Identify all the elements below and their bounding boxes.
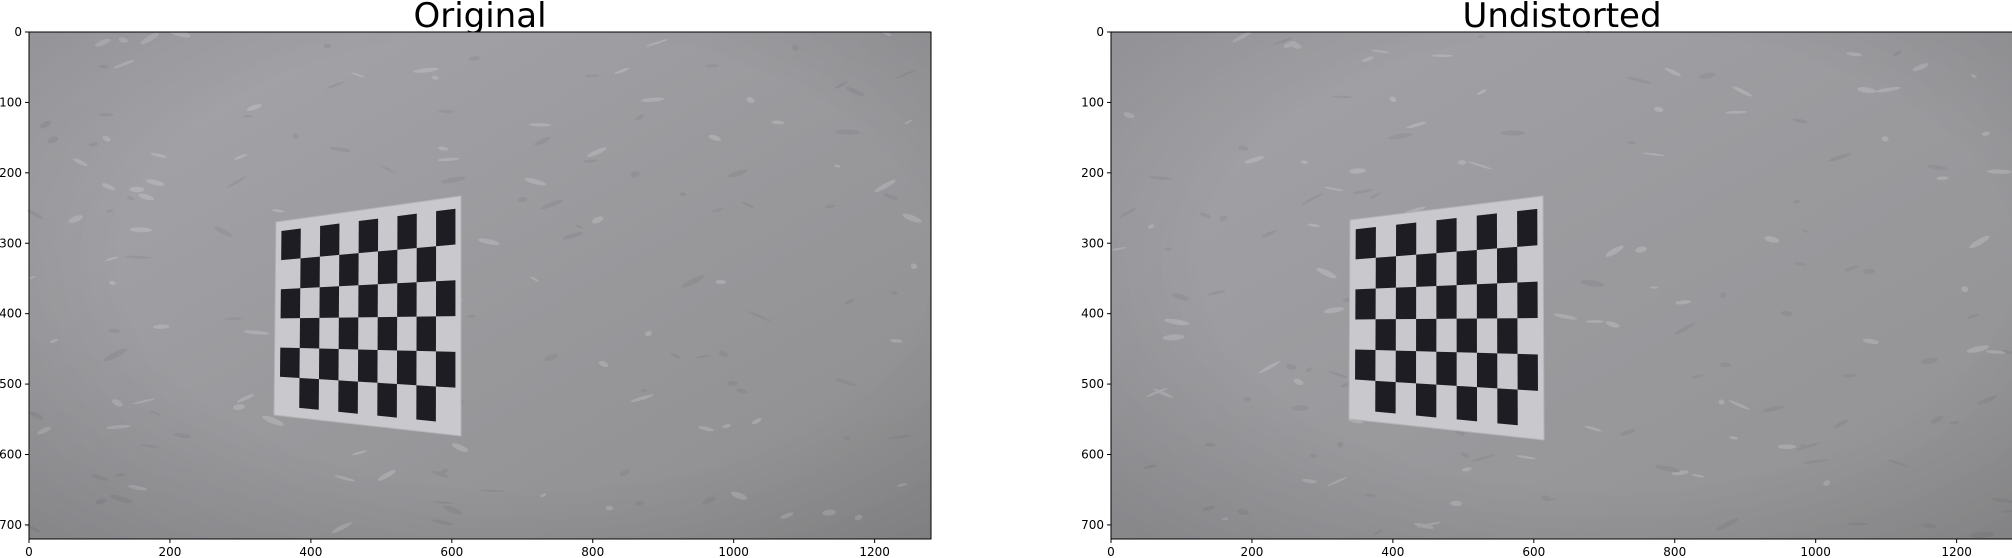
checker-square xyxy=(319,223,340,257)
panel-title: Original xyxy=(413,0,547,36)
checker-square xyxy=(1395,350,1417,384)
checker-square xyxy=(281,228,301,261)
panel-original: Original 0 200 400 600 800 1000 1200 0 100 200 300… xyxy=(0,0,960,558)
checker-square xyxy=(1456,318,1477,353)
checker-square xyxy=(416,316,436,352)
checker-square xyxy=(416,385,436,422)
y-tick-label: 700 xyxy=(0,518,22,532)
x-tick-label: 0 xyxy=(1107,545,1115,558)
checker-square xyxy=(1497,388,1518,426)
x-tick-label: 1000 xyxy=(718,545,749,558)
x-tick-label: 200 xyxy=(1240,545,1263,558)
y-tick-label: 600 xyxy=(0,448,22,462)
checker-square xyxy=(299,317,320,349)
checker-square xyxy=(300,256,320,289)
checker-square xyxy=(1375,380,1396,414)
y-tick-label: 0 xyxy=(1096,25,1104,39)
checker-square xyxy=(1456,249,1477,286)
checker-square xyxy=(1375,256,1397,289)
checker-square xyxy=(1436,285,1457,319)
x-tick-label: 1200 xyxy=(859,545,890,558)
checker-square xyxy=(319,286,340,318)
checker-square xyxy=(1476,213,1497,250)
axes-frame xyxy=(28,31,932,540)
checker-square xyxy=(358,218,379,254)
checker-square xyxy=(1456,385,1478,422)
checker-square xyxy=(1395,286,1417,320)
y-tick-label: 100 xyxy=(1081,95,1104,109)
x-tick-label: 200 xyxy=(158,545,181,558)
checker-square xyxy=(1436,351,1457,386)
panel-undistorted: Undistorted 0 200 400 600 800 1000 1200 0 100 200… xyxy=(1080,0,2012,558)
checker-square xyxy=(377,316,398,351)
x-tick-label: 0 xyxy=(25,545,33,558)
checker-square xyxy=(377,382,397,418)
checker-square xyxy=(357,349,378,383)
x-tick-label: 400 xyxy=(299,545,322,558)
checker-square xyxy=(1476,283,1498,319)
checker-square xyxy=(396,350,417,386)
x-tick-label: 800 xyxy=(581,545,604,558)
checker-square xyxy=(377,249,398,285)
checker-square xyxy=(1355,349,1376,381)
checker-square xyxy=(299,377,319,410)
checker-square xyxy=(279,347,300,378)
checker-square xyxy=(435,351,456,388)
y-tick-label: 600 xyxy=(1081,448,1104,462)
y-tick-label: 500 xyxy=(0,377,22,391)
y-tick-label: 700 xyxy=(1081,518,1104,532)
y-tick-label: 300 xyxy=(0,236,22,250)
y-tick-label: 200 xyxy=(1081,166,1104,180)
image-axes-original: 0 200 400 600 800 1000 1200 0 100 200 300 400 500 600… xyxy=(0,25,932,558)
checker-square xyxy=(397,213,417,250)
y-tick-label: 400 xyxy=(1081,307,1104,321)
y-tick-label: 500 xyxy=(1081,377,1104,391)
checker-square xyxy=(1375,319,1396,351)
checker-square xyxy=(436,208,456,247)
checker-square xyxy=(416,246,437,283)
checker-square xyxy=(338,317,359,350)
checker-square xyxy=(280,288,301,319)
checker-square xyxy=(1497,318,1518,354)
checker-square xyxy=(358,284,378,318)
checker-square xyxy=(1416,253,1437,287)
checker-square xyxy=(1436,217,1457,254)
checker-square xyxy=(397,282,417,317)
checkerboard-target xyxy=(1348,195,1545,441)
vignette xyxy=(1111,32,2012,539)
x-tick-label: 800 xyxy=(1663,545,1686,558)
x-tick-label: 600 xyxy=(440,545,463,558)
y-tick-label: 0 xyxy=(14,25,22,39)
x-tick-label: 400 xyxy=(1381,545,1404,558)
y-tick-label: 100 xyxy=(0,95,22,109)
y-tick-label: 200 xyxy=(0,166,22,180)
checker-square xyxy=(1416,318,1437,352)
checker-square xyxy=(339,253,359,287)
checker-square xyxy=(1355,288,1376,320)
x-tick-label: 1200 xyxy=(1941,545,1972,558)
image-axes-undistorted: 0 200 400 600 800 1000 1200 0 100 200 300 400 500 600… xyxy=(1081,25,2012,558)
checkerboard-target xyxy=(273,195,462,437)
checker-square xyxy=(1415,383,1437,418)
checker-square xyxy=(1496,246,1518,284)
x-tick-label: 1000 xyxy=(1800,545,1831,558)
x-tick-label: 600 xyxy=(1522,545,1545,558)
checker-square xyxy=(1355,227,1376,260)
checker-square xyxy=(1517,208,1538,247)
axes-frame xyxy=(1110,31,2012,540)
checker-square xyxy=(435,280,456,317)
y-tick-label: 300 xyxy=(1081,236,1104,250)
checker-square xyxy=(1396,222,1417,257)
checker-square xyxy=(318,348,339,381)
y-tick-label: 400 xyxy=(0,307,22,321)
checker-square xyxy=(1517,281,1538,319)
panel-title: Undistorted xyxy=(1462,0,1662,36)
checker-square xyxy=(338,380,358,414)
checker-square xyxy=(1476,352,1498,389)
vignette xyxy=(29,32,931,539)
checker-square xyxy=(1517,353,1538,391)
